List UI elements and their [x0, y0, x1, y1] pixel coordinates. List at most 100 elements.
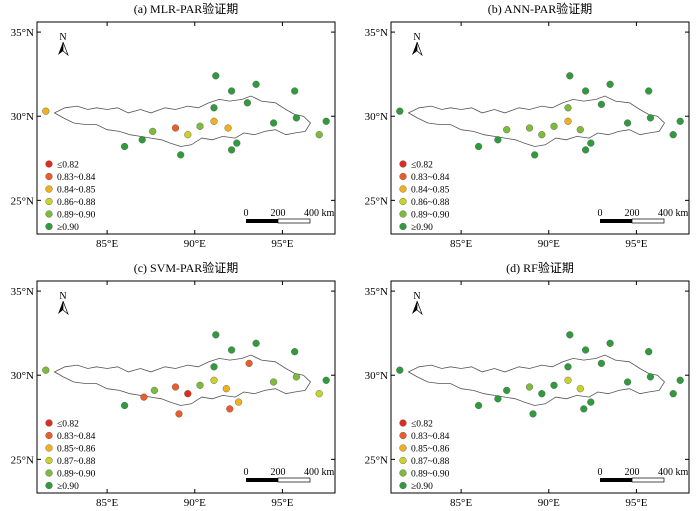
legend-label: ≥0.90 [57, 223, 79, 233]
station-marker [597, 359, 606, 368]
y-tick-label: 25°N [11, 454, 34, 466]
legend-swatch [399, 185, 407, 193]
station-marker [475, 142, 483, 151]
north-arrow-icon [416, 300, 423, 316]
north-arrow-icon [412, 42, 417, 55]
station-marker [138, 136, 146, 144]
station-marker [224, 124, 232, 132]
legend-label: 0.89~0.90 [411, 211, 450, 221]
station-marker [475, 401, 483, 410]
legend-label: 0.83~0.84 [411, 432, 450, 442]
legend-label: 0.87~0.88 [57, 457, 96, 467]
legend-swatch [399, 197, 407, 206]
station-marker [645, 87, 653, 95]
legend-swatch [45, 456, 53, 465]
legend-swatch [45, 160, 53, 168]
legend-label: 0.87~0.88 [411, 457, 450, 467]
legend-swatch [399, 456, 407, 465]
legend-label: 0.85~0.86 [57, 445, 96, 455]
x-tick-label: 90°E [538, 238, 560, 250]
scale-label: 400 km [658, 208, 689, 219]
north-arrow-icon [58, 301, 63, 314]
legend-label: ≤0.82 [57, 161, 79, 171]
station-marker [226, 405, 234, 413]
station-marker [210, 363, 218, 371]
scale-label: 400 km [304, 467, 335, 478]
station-marker [646, 114, 655, 122]
station-marker [566, 331, 574, 339]
y-tick-label: 30°N [365, 111, 388, 123]
station-marker [184, 131, 192, 139]
legend-swatch [45, 469, 53, 477]
station-marker [576, 385, 584, 393]
scale-label: 200 [271, 467, 286, 478]
legend-label: 0.84~0.85 [411, 186, 450, 196]
legend-label: ≥0.90 [411, 482, 433, 492]
station-marker [581, 346, 590, 354]
legend-label: 0.89~0.90 [57, 470, 96, 480]
station-marker [291, 87, 299, 95]
map-frame [390, 280, 690, 494]
legend-swatch [399, 222, 407, 231]
station-marker [606, 80, 614, 88]
x-tick-label: 90°E [538, 497, 560, 509]
legend-label: 0.86~0.88 [411, 198, 450, 208]
legend-swatch [45, 431, 53, 440]
station-marker [228, 146, 236, 154]
map-frame [36, 280, 336, 494]
station-marker [171, 383, 180, 391]
legend-label: ≥0.90 [57, 482, 79, 492]
station-marker [580, 405, 588, 413]
station-marker [503, 386, 511, 395]
station-marker [396, 366, 404, 374]
x-tick-label: 85°E [96, 238, 118, 250]
legend-swatch [45, 185, 53, 193]
station-marker [175, 410, 183, 418]
panel-title: (b) ANN-PAR验证期 [488, 1, 593, 16]
station-marker [177, 151, 185, 159]
station-marker [212, 331, 220, 339]
scale-label: 400 km [658, 467, 689, 478]
panel-title: (d) RF验证期 [506, 260, 574, 275]
map-panel: (d) RF验证期 85°E 90°E 95°E 35°N 30°N 25°N N ≤0.82 0… [365, 260, 690, 509]
station-marker [42, 366, 50, 374]
station-marker [529, 410, 537, 418]
scale-bar [277, 477, 311, 483]
legend-swatch [45, 197, 53, 206]
scale-bar [631, 477, 665, 483]
station-marker [623, 119, 632, 127]
legend-label: 0.86~0.88 [57, 198, 96, 208]
station-marker [550, 381, 558, 389]
station-marker [564, 363, 572, 371]
y-tick-label: 30°N [11, 370, 34, 382]
station-marker [171, 124, 180, 132]
legend-label: 0.89~0.90 [57, 211, 96, 221]
station-marker [120, 142, 129, 151]
station-marker [270, 119, 278, 127]
station-marker [646, 373, 655, 381]
station-marker [538, 390, 546, 398]
station-marker [210, 104, 218, 112]
scale-label: 200 [271, 208, 286, 219]
station-marker [42, 107, 50, 115]
station-marker [396, 107, 404, 115]
station-marker [252, 80, 260, 88]
y-tick-label: 25°N [365, 454, 388, 466]
station-marker [150, 386, 159, 395]
y-tick-label: 25°N [11, 195, 34, 207]
x-tick-label: 90°E [184, 238, 206, 250]
station-marker [676, 117, 684, 125]
x-tick-label: 95°E [271, 238, 293, 250]
station-marker [531, 151, 539, 159]
legend-swatch [399, 419, 407, 427]
scale-bar [246, 478, 278, 482]
x-tick-label: 85°E [96, 497, 118, 509]
legend-swatch [45, 210, 53, 218]
x-tick-label: 95°E [625, 497, 647, 509]
north-arrow-icon [62, 300, 69, 316]
station-marker [149, 127, 157, 135]
station-marker [606, 339, 614, 347]
station-marker [550, 122, 558, 130]
legend-swatch [399, 210, 407, 218]
